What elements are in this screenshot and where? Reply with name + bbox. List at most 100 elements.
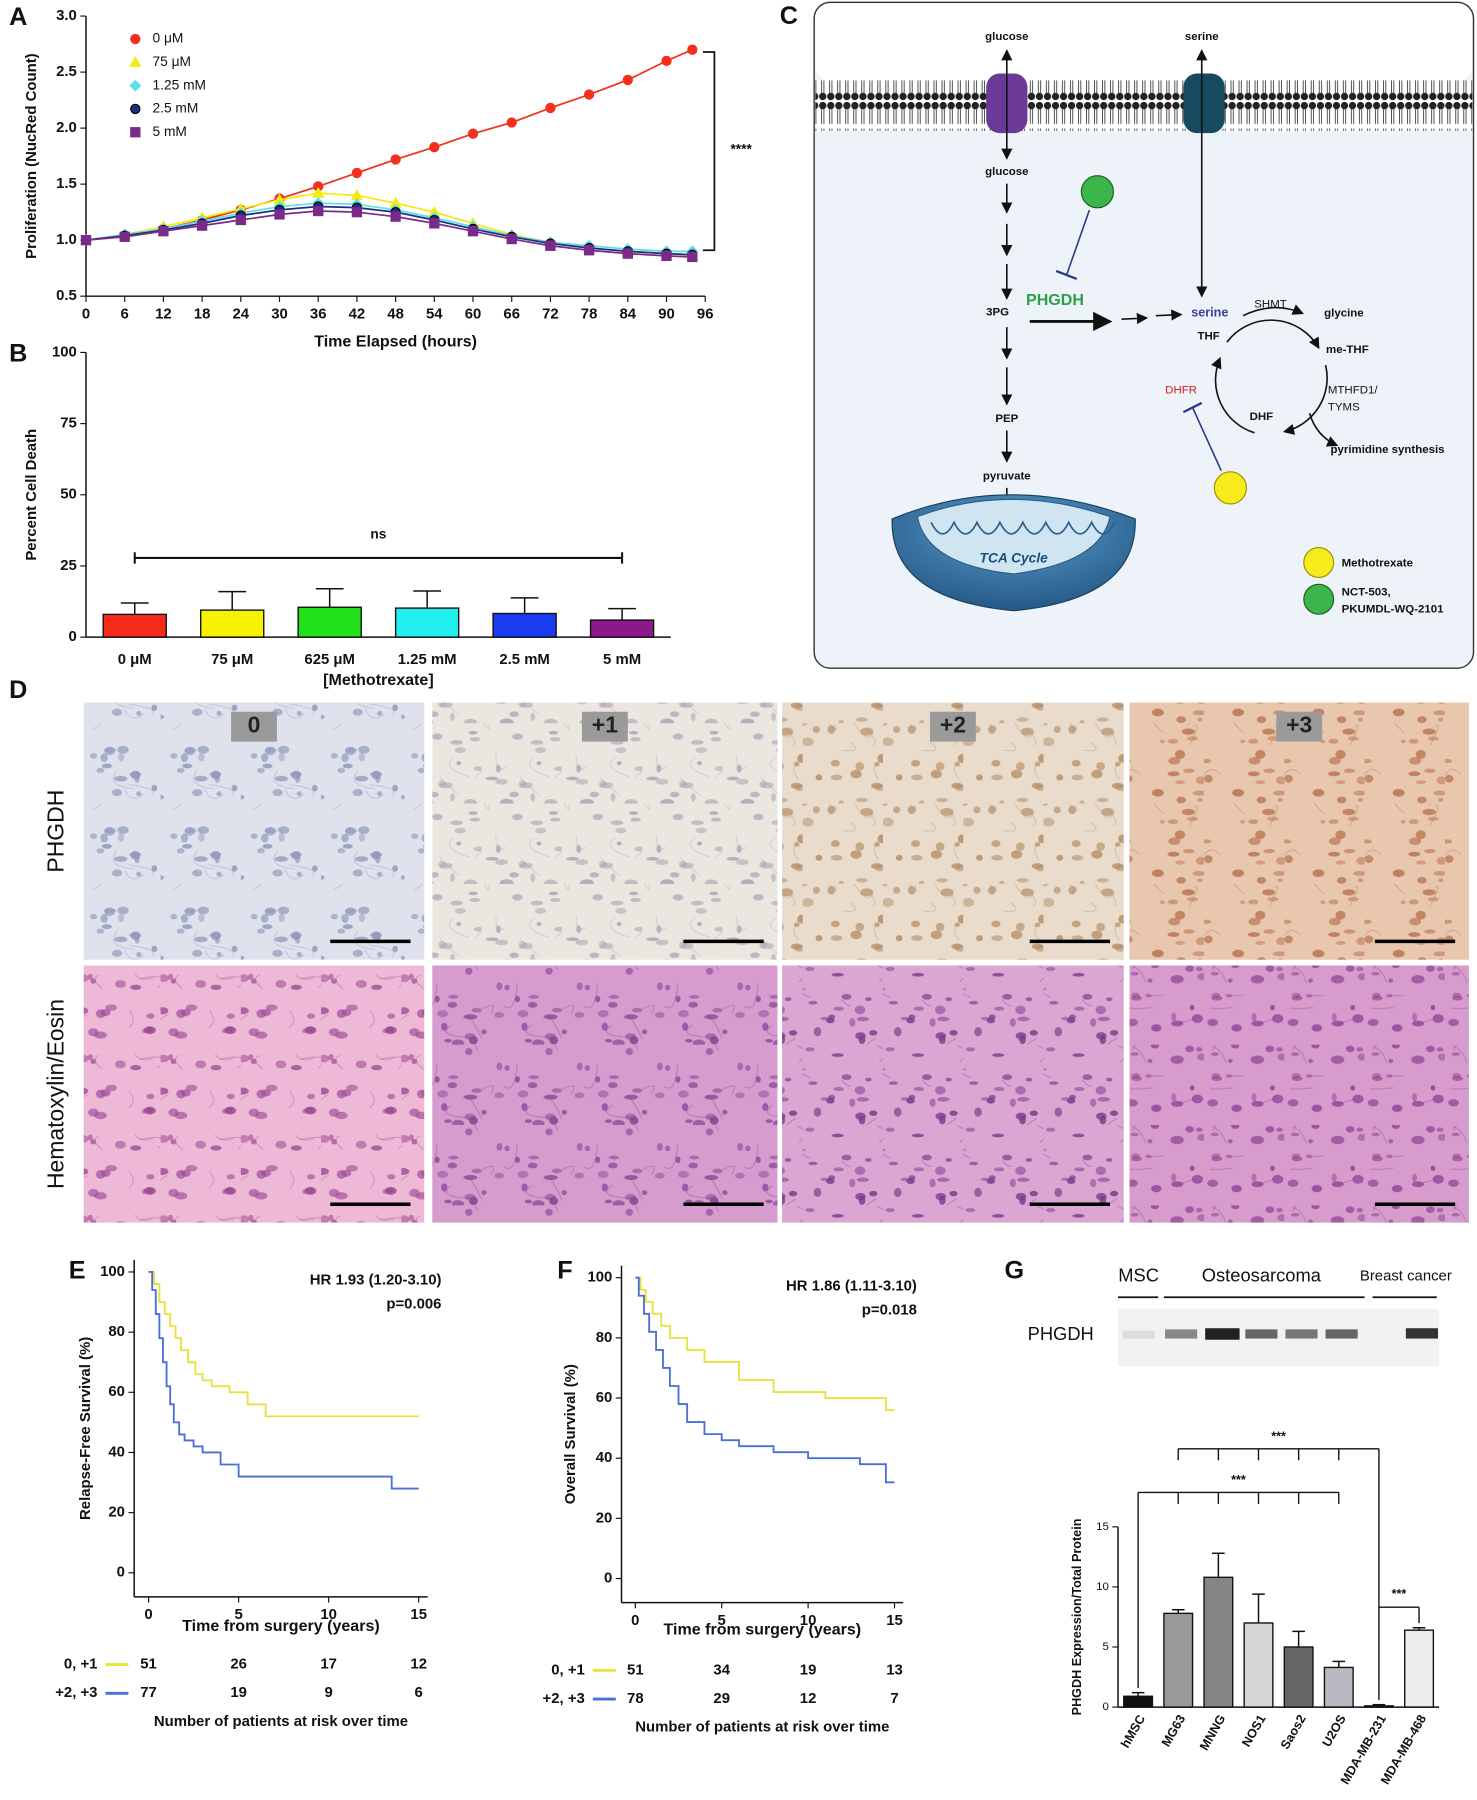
annotation: *** bbox=[1271, 1430, 1286, 1444]
mitochondrion-inner bbox=[916, 498, 1111, 575]
x-tick-label: 10 bbox=[320, 1607, 337, 1623]
y-tick-label: 15 bbox=[1096, 1521, 1109, 1533]
marker bbox=[467, 226, 479, 237]
label: PHGDH bbox=[1026, 291, 1084, 309]
y-tick-label: 2.0 bbox=[56, 120, 77, 136]
marker bbox=[351, 206, 363, 218]
risk-title: Number of patients at risk over time bbox=[635, 1720, 889, 1736]
marker bbox=[235, 214, 246, 226]
legend-marker bbox=[130, 127, 141, 138]
band bbox=[1325, 1329, 1358, 1339]
legend-label: +2, +3 bbox=[543, 1691, 585, 1707]
legend-marker bbox=[130, 103, 141, 115]
label: MTHFD1/ bbox=[1328, 384, 1378, 396]
group-label: Osteosarcoma bbox=[1202, 1264, 1322, 1285]
micrograph bbox=[1129, 965, 1469, 1223]
risk-count: 6 bbox=[415, 1685, 423, 1701]
bar bbox=[1404, 1629, 1435, 1708]
annotation: p=0.018 bbox=[862, 1302, 917, 1318]
label: TYMS bbox=[1328, 402, 1360, 414]
score-badge bbox=[581, 711, 628, 742]
y-axis-title: PHGDH Expression/Total Protein bbox=[1070, 1519, 1084, 1716]
legend-marker bbox=[1303, 583, 1335, 615]
y-tick-label: 80 bbox=[596, 1330, 613, 1346]
western-blot: MSC Osteosarcoma Breast cancer PHGDH bbox=[1028, 1264, 1452, 1367]
x-tick-label: 54 bbox=[426, 306, 443, 322]
legend-label: +2, +3 bbox=[55, 1685, 97, 1701]
marker bbox=[429, 218, 440, 229]
y-tick-label: 80 bbox=[108, 1324, 125, 1340]
y-tick-label: 60 bbox=[596, 1390, 613, 1406]
y-tick-label: 0.5 bbox=[56, 288, 77, 304]
band bbox=[1165, 1329, 1198, 1339]
group-label: Breast cancer bbox=[1360, 1269, 1452, 1285]
marker bbox=[545, 240, 556, 251]
marker bbox=[390, 211, 401, 222]
score-label: +3 bbox=[1286, 712, 1312, 738]
annotation: **** bbox=[730, 142, 752, 157]
y-tick-label: 50 bbox=[60, 487, 77, 503]
marker bbox=[661, 55, 672, 67]
risk-count: 51 bbox=[627, 1662, 644, 1678]
x-tick-label: 0 bbox=[631, 1613, 639, 1629]
y-tick-label: 100 bbox=[100, 1264, 125, 1280]
label: 3PG bbox=[986, 306, 1009, 318]
risk-count: 9 bbox=[325, 1685, 333, 1701]
bar bbox=[1323, 1666, 1354, 1708]
risk-count: 51 bbox=[140, 1657, 157, 1673]
y-tick-label: 0 bbox=[117, 1565, 125, 1581]
x-tick-label: 625 μM bbox=[304, 652, 355, 668]
marker bbox=[467, 128, 479, 139]
score-label: +2 bbox=[940, 712, 966, 738]
x-tick-label: 78 bbox=[581, 306, 598, 322]
risk-count: 29 bbox=[713, 1691, 730, 1707]
marker bbox=[196, 220, 208, 231]
membrane bbox=[815, 80, 1473, 131]
marker bbox=[687, 44, 698, 55]
y-tick-label: 60 bbox=[108, 1384, 125, 1400]
marker bbox=[545, 102, 556, 114]
marker bbox=[351, 167, 363, 179]
y-tick-label: 5 bbox=[1102, 1641, 1108, 1653]
bracket bbox=[702, 51, 716, 252]
y-tick-label: 40 bbox=[596, 1450, 613, 1466]
panel-label: C bbox=[780, 2, 798, 30]
y-axis-title: Overall Survival (%) bbox=[563, 1364, 579, 1504]
x-tick-label: U2OS bbox=[1320, 1712, 1349, 1749]
x-tick-label: MNNG bbox=[1197, 1712, 1228, 1753]
panel-label: E bbox=[69, 1257, 86, 1285]
extracellular bbox=[815, 3, 1473, 82]
legend-label: PKUMDL-WQ-2101 bbox=[1342, 604, 1445, 616]
panel-label: F bbox=[557, 1257, 572, 1285]
survival-curve bbox=[148, 1271, 419, 1418]
legend-marker bbox=[129, 79, 142, 92]
y-axis-title: Percent Cell Death bbox=[24, 429, 40, 561]
label: glucose bbox=[985, 166, 1028, 178]
label: me-THF bbox=[1326, 344, 1369, 356]
marker bbox=[158, 226, 169, 237]
x-tick-label: 1.25 mM bbox=[398, 652, 457, 668]
x-tick-label: 36 bbox=[310, 306, 327, 322]
marker bbox=[390, 154, 401, 165]
score-label: 0 bbox=[248, 712, 261, 738]
label: PEP bbox=[995, 413, 1018, 425]
x-tick-label: 96 bbox=[697, 306, 714, 322]
legend-label: 0 μM bbox=[153, 31, 184, 46]
methotrexate bbox=[1213, 471, 1248, 505]
y-axis-title: Relapse-Free Survival (%) bbox=[78, 1337, 94, 1520]
label: TCA Cycle bbox=[980, 551, 1049, 566]
significance-line bbox=[133, 552, 624, 564]
phgdh-inhibitor bbox=[1080, 175, 1115, 209]
legend-label: Methotrexate bbox=[1342, 558, 1413, 570]
risk-count: 26 bbox=[230, 1657, 247, 1673]
x-tick-label: Saos2 bbox=[1278, 1712, 1309, 1751]
x-axis-title: Time from surgery (years) bbox=[182, 1617, 380, 1635]
bar bbox=[589, 619, 655, 638]
legend-label: 1.25 mM bbox=[153, 77, 206, 92]
label: serine bbox=[1185, 31, 1219, 43]
x-tick-label: 0 bbox=[82, 306, 90, 322]
y-tick-label: 40 bbox=[108, 1444, 125, 1460]
x-tick-label: MG63 bbox=[1159, 1712, 1188, 1749]
group-label: MSC bbox=[1118, 1264, 1159, 1285]
y-tick-label: 0 bbox=[604, 1570, 612, 1586]
